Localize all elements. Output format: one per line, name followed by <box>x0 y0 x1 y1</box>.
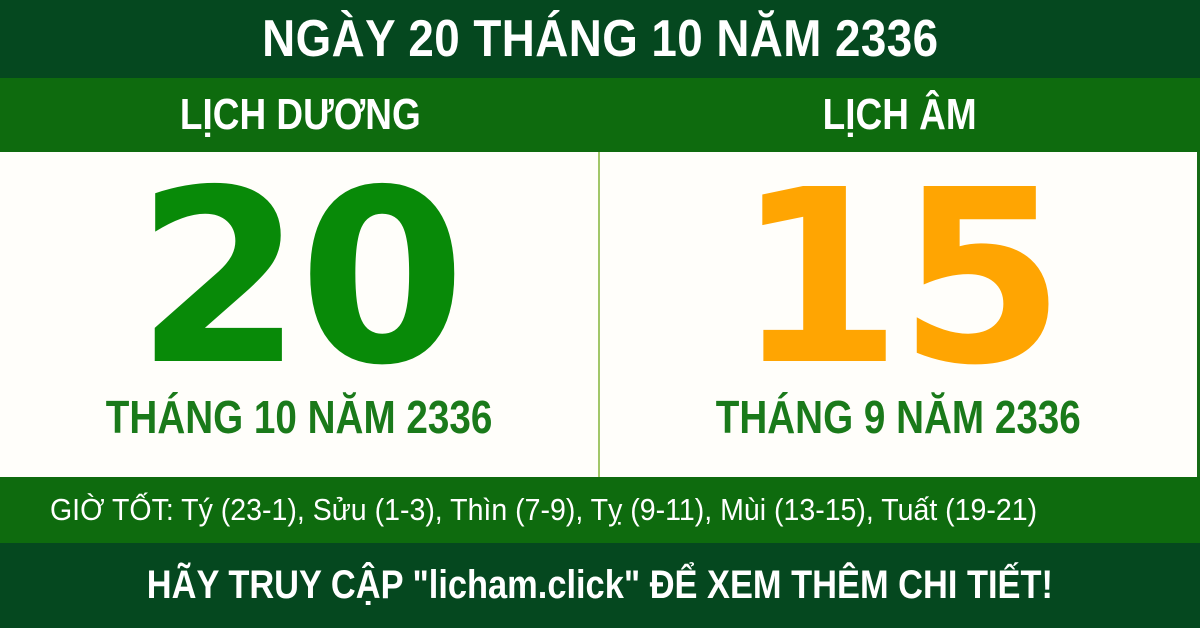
solar-calendar-header: LỊCH DƯƠNG <box>0 78 600 152</box>
panel-divider-line <box>597 152 600 477</box>
lunar-day-number: 15 <box>735 138 1065 418</box>
solar-day-number: 20 <box>135 138 466 418</box>
good-hours-bar: GIỜ TỐT: Tý (23-1), Sửu (1-3), Thìn (7-9… <box>0 477 1200 543</box>
good-hours-text: GIỜ TỐT: Tý (23-1), Sửu (1-3), Thìn (7-9… <box>50 492 1038 527</box>
calendar-type-header-row: LỊCH DƯƠNG LỊCH ÂM <box>0 78 1200 152</box>
lunar-calendar-header: LỊCH ÂM <box>600 78 1200 152</box>
page-title: NGÀY 20 THÁNG 10 NĂM 2336 <box>261 10 939 68</box>
day-panels: 20 THÁNG 10 NĂM 2336 15 THÁNG 9 NĂM 2336 <box>0 152 1200 477</box>
date-banner: NGÀY 20 THÁNG 10 NĂM 2336 <box>0 0 1200 78</box>
solar-day-panel: 20 THÁNG 10 NĂM 2336 <box>0 152 598 477</box>
lunar-calendar-label: LỊCH ÂM <box>823 90 977 139</box>
solar-month-year-label: THÁNG 10 NĂM 2336 <box>105 391 493 443</box>
lunar-month-year-label: THÁNG 9 NĂM 2336 <box>715 391 1081 443</box>
footer-cta-text: HÃY TRUY CẬP "licham.click" ĐỂ XEM THÊM … <box>146 563 1054 607</box>
solar-calendar-label: LỊCH DƯƠNG <box>179 90 421 139</box>
lunar-day-panel: 15 THÁNG 9 NĂM 2336 <box>600 152 1198 477</box>
footer-cta-bar: HÃY TRUY CẬP "licham.click" ĐỂ XEM THÊM … <box>0 543 1200 628</box>
